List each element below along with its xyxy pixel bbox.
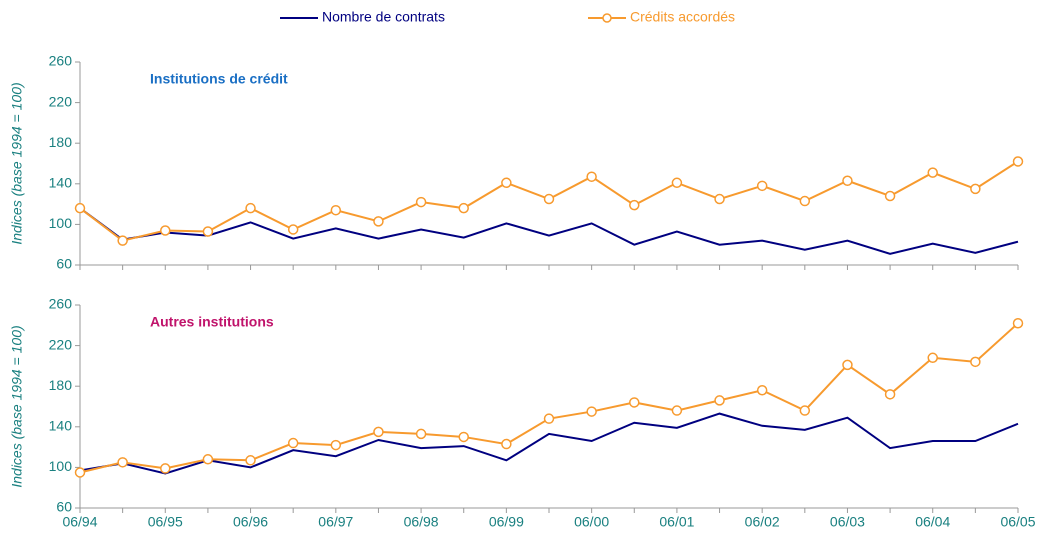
x-tick-label: 06/95 xyxy=(148,514,183,530)
legend-label: Crédits accordés xyxy=(630,9,735,25)
x-tick-label: 06/01 xyxy=(659,514,694,530)
y-tick-label: 180 xyxy=(49,134,73,150)
point xyxy=(586,406,597,417)
y-axis-label: Indices (base 1994 = 100) xyxy=(9,325,25,487)
series-line: Nombre de contrats xyxy=(79,412,1019,475)
x-tick-label: 06/99 xyxy=(489,514,524,530)
x-tick-label: 06/94 xyxy=(62,514,97,530)
y-tick-label: 100 xyxy=(49,458,73,474)
point xyxy=(330,439,342,451)
annotation: Institutions de crédit xyxy=(150,71,288,87)
point xyxy=(970,183,981,195)
point xyxy=(415,196,427,208)
point xyxy=(842,359,853,371)
x-tick-label: 06/00 xyxy=(574,514,609,530)
point xyxy=(927,352,938,364)
y-tick-label: 220 xyxy=(49,93,73,109)
x-tick-label: 06/02 xyxy=(745,514,780,530)
point xyxy=(671,177,683,189)
y-tick-label: 220 xyxy=(49,336,73,352)
point xyxy=(415,428,427,440)
point xyxy=(927,167,938,178)
x-tick-label: 06/03 xyxy=(830,514,865,530)
point xyxy=(629,199,640,211)
point xyxy=(245,202,256,214)
point xyxy=(202,454,214,465)
y-tick-label: 140 xyxy=(49,418,73,434)
point xyxy=(543,193,555,205)
series-line xyxy=(79,207,1019,255)
y-tick-label: 60 xyxy=(56,256,72,272)
x-tick-label: 06/05 xyxy=(1000,514,1035,530)
y-tick-label: 180 xyxy=(49,377,73,393)
x-tick-label: 06/97 xyxy=(318,514,353,530)
point xyxy=(884,190,896,202)
point xyxy=(330,204,342,216)
point xyxy=(884,389,896,400)
y-axis-label: Indices (base 1994 = 100) xyxy=(9,82,25,244)
point xyxy=(287,224,299,235)
legend-marker xyxy=(602,13,612,23)
point xyxy=(1012,318,1024,329)
point xyxy=(629,397,640,408)
point xyxy=(714,395,725,406)
point xyxy=(373,426,384,438)
point xyxy=(202,226,214,237)
point xyxy=(74,202,86,214)
y-tick-label: 260 xyxy=(49,296,73,312)
x-tick-label: 06/96 xyxy=(233,514,268,530)
y-tick-label: 260 xyxy=(49,53,73,69)
point xyxy=(74,467,86,478)
x-tick-label: 06/04 xyxy=(915,514,950,530)
point xyxy=(287,437,299,449)
point xyxy=(756,180,768,192)
y-tick-label: 140 xyxy=(49,175,73,191)
point xyxy=(842,175,853,187)
point xyxy=(799,195,811,207)
point xyxy=(245,455,256,466)
point xyxy=(714,193,725,205)
series-line: Crédits accordés xyxy=(79,322,1019,474)
point xyxy=(458,202,469,214)
point xyxy=(671,405,683,416)
point xyxy=(501,177,512,189)
y-tick-label: 100 xyxy=(49,215,73,231)
annotation: Autres institutions xyxy=(150,314,274,330)
x-tick-label: 06/98 xyxy=(404,514,439,530)
y-tick-label: 60 xyxy=(56,499,72,515)
point xyxy=(373,216,384,227)
point xyxy=(543,413,555,424)
point xyxy=(1012,156,1024,167)
point xyxy=(756,385,768,396)
legend-label: Nombre de contrats xyxy=(322,9,445,25)
point xyxy=(160,225,171,236)
point xyxy=(586,171,597,182)
point xyxy=(117,235,128,246)
point xyxy=(970,356,981,368)
point xyxy=(501,438,512,450)
point xyxy=(160,463,171,474)
point xyxy=(799,405,811,416)
point xyxy=(458,431,469,443)
point xyxy=(117,457,128,468)
